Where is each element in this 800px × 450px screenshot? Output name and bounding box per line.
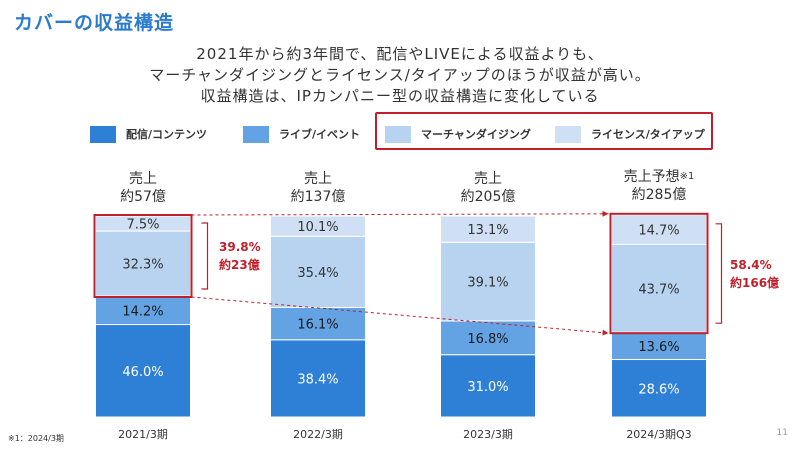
highlight-box (609, 212, 709, 335)
legend-swatch-merch (385, 125, 411, 143)
total-amount: 約205億 (460, 189, 516, 205)
slide-title: カバーの収益構造 (14, 12, 175, 34)
total-amount: 約137億 (290, 189, 346, 205)
annotation-2021: 39.8% 約23億 (219, 238, 261, 274)
headline-line-1: 2021年から約3年間で、配信やLIVEによる収益よりも、 (196, 45, 604, 63)
bar-segment-merch (440, 241, 536, 322)
headline-line-3: 収益構造は、IPカンパニー型の収益構造に変化している (200, 87, 600, 105)
legend-swatch-license (555, 125, 581, 143)
legend-label-haishin: 配信/コンテンツ (126, 128, 208, 141)
data-label-merch: 35.4% (297, 266, 338, 281)
legend-label-merch: マーチャンダイジング (421, 128, 531, 141)
total-caption: 売上 (129, 171, 157, 187)
data-label-merch: 43.7% (638, 282, 679, 297)
data-label-live: 14.2% (122, 304, 163, 319)
growth-arrow (191, 296, 609, 336)
annotation-amount: 約166億 (730, 276, 780, 290)
data-label-haishin: 38.4% (297, 372, 338, 387)
page-number: 11 (776, 428, 788, 438)
data-label-license: 7.5% (126, 218, 159, 233)
bar-segment-merch (95, 230, 191, 297)
total-label-2023: 売上 約205億 (418, 170, 558, 206)
bar-segment-live (270, 306, 366, 341)
data-label-license: 14.7% (638, 224, 679, 239)
x-tick-label: 2024/3期Q3 (626, 428, 692, 441)
total-label-2022: 売上 約137億 (248, 170, 388, 206)
annotation-2024: 58.4% 約166億 (730, 256, 779, 292)
growth-arrow (191, 210, 609, 217)
bracket (715, 223, 723, 324)
legend-item-license: ライセンス/タイアップ (555, 124, 705, 144)
highlight-box (93, 214, 193, 298)
total-label-2021: 売上 約57億 (73, 170, 213, 206)
x-tick-label: 2021/3期 (118, 428, 168, 441)
total-caption: 売上 (474, 171, 502, 187)
bar-segment-live (440, 320, 536, 356)
data-label-haishin: 31.0% (467, 380, 508, 395)
legend-item-merch: マーチャンダイジング (385, 124, 531, 144)
total-caption: 売上予想※1 (589, 168, 729, 186)
bar-segment-haishin (440, 354, 536, 418)
bar-segment-haishin (270, 339, 366, 418)
legend-swatch-haishin (90, 125, 116, 143)
data-label-merch: 32.3% (122, 258, 163, 273)
bar-segment-license (611, 214, 707, 245)
footnote-marker: ※1 (679, 171, 695, 182)
data-label-live: 16.8% (467, 332, 508, 347)
bar-segment-license (270, 215, 366, 237)
data-label-merch: 39.1% (467, 276, 508, 291)
total-caption: 売上 (304, 171, 332, 187)
annotation-percent: 39.8% (219, 240, 261, 254)
data-label-license: 10.1% (297, 220, 338, 235)
bar-segment-license (440, 215, 536, 243)
data-label-haishin: 28.6% (638, 382, 679, 397)
data-label-live: 16.1% (297, 318, 338, 333)
legend-label-license: ライセンス/タイアップ (591, 128, 705, 141)
data-label-haishin: 46.0% (122, 365, 163, 380)
footnote: ※1：2024/3期 (8, 434, 64, 443)
bar-segment-live (95, 295, 191, 326)
legend-swatch-live (243, 125, 269, 143)
legend-highlight-box (375, 112, 713, 150)
bar-segment-live (611, 331, 707, 361)
legend-item-haishin: 配信/コンテンツ (90, 124, 207, 144)
bracket (201, 222, 209, 290)
total-label-2024: 売上予想※1 約285億 (589, 168, 729, 204)
annotation-percent: 58.4% (730, 258, 772, 272)
bar-segment-haishin (95, 324, 191, 418)
legend-label-live: ライブ/イベント (279, 128, 361, 141)
total-caption-text: 売上予想 (623, 169, 680, 185)
total-amount: 約57億 (120, 189, 166, 205)
x-tick-label: 2022/3期 (293, 428, 343, 441)
headline-line-2: マーチャンダイジングとライセンス/タイアップのほうが収益が高い。 (149, 66, 651, 84)
data-label-live: 13.6% (638, 340, 679, 355)
x-tick-label: 2023/3期 (463, 428, 513, 441)
legend-item-live: ライブ/イベント (243, 124, 360, 144)
total-amount: 約285億 (631, 187, 687, 203)
annotation-amount: 約23億 (219, 258, 260, 272)
headline: 2021年から約3年間で、配信やLIVEによる収益よりも、 マーチャンダイジング… (0, 44, 800, 107)
data-label-license: 13.1% (467, 223, 508, 238)
